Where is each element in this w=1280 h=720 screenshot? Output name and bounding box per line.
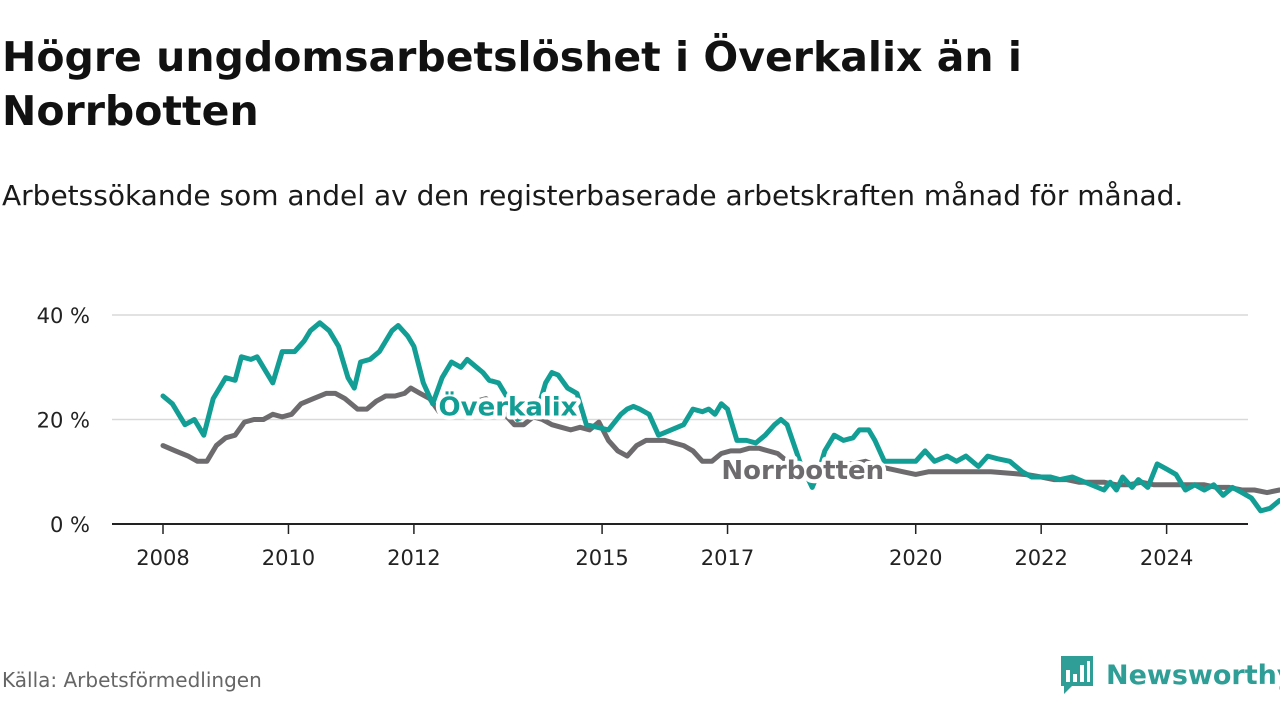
y-tick-label: 20 % [37,409,90,433]
x-tick-label: 2024 [1140,546,1193,570]
x-tick-label: 2012 [387,546,440,570]
x-tick-label: 2022 [1014,546,1067,570]
brand-name: Newsworthy [1106,659,1280,691]
x-tick-label: 2008 [136,546,189,570]
newsworthy-logo-icon [1061,656,1093,694]
x-tick-label: 2015 [575,546,628,570]
source-note: Källa: Arbetsförmedlingen [2,668,262,692]
brand-logo: Newsworthy [1058,654,1280,696]
series-line-norrbotten [160,385,1280,496]
series-label: Norrbotten [721,456,884,486]
x-tick-label: 2020 [889,546,942,570]
series-label: Överkalix [439,390,578,423]
x-tick-label: 2010 [262,546,315,570]
y-tick-label: 0 % [50,513,90,537]
chart-title: Högre ungdomsarbetslöshet i Överkalix än… [2,33,1022,135]
line-chart: 0 % 20 % 40 % 2008 2010 2012 2015 2017 2020 2022 2… [37,304,1280,570]
series-line--verkalix [160,320,1280,514]
chart-subtitle: Arbetssökande som andel av den registerb… [2,179,1184,212]
x-tick-label: 2017 [701,546,754,570]
y-tick-label: 40 % [37,304,90,328]
